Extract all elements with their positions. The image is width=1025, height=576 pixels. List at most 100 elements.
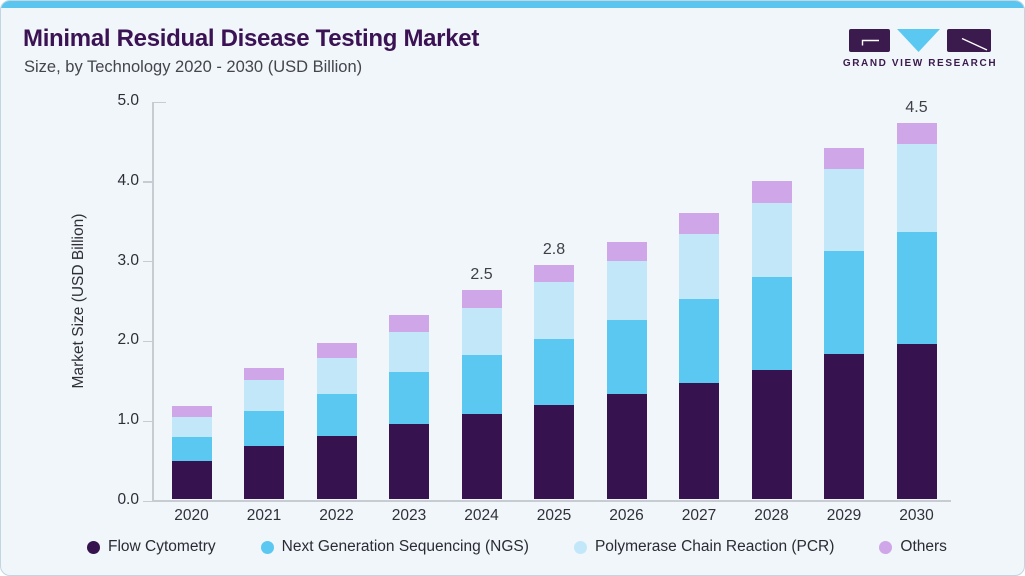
bar-2030-flow-cytometry (896, 343, 937, 499)
y-tick-0.0 (143, 500, 152, 502)
y-tick-label-3.0: 3.0 (117, 251, 139, 269)
bar-2028-polymerase-chain-reaction-pcr (751, 203, 792, 277)
bar-2025-polymerase-chain-reaction-pcr (534, 281, 574, 339)
x-tick-label-2025: 2025 (536, 507, 572, 524)
gvr-logo: GRAND VIEW RESEARCH (840, 29, 1000, 69)
logo-v-icon (897, 29, 940, 52)
bar-2029-flow-cytometry (824, 353, 864, 499)
x-tick-label-2026: 2026 (609, 507, 644, 524)
x-tick-label-2027: 2027 (681, 507, 717, 524)
y-tick-1.0 (143, 420, 152, 422)
page-title: Minimal Residual Disease Testing Market (23, 25, 480, 52)
legend-item-polymerase-chain-reaction-pcr: Polymerase Chain Reaction (PCR) (573, 538, 835, 556)
legend-label-next-generation-sequencing-ngs: Next Generation Sequencing (NGS) (281, 538, 529, 555)
x-tick-label-2029: 2029 (826, 507, 862, 524)
bar-2029-polymerase-chain-reaction-pcr (824, 169, 864, 251)
bar-2027-polymerase-chain-reaction-pcr (679, 233, 719, 300)
y-tick-label-0.0: 0.0 (117, 491, 139, 508)
bar-2030-others (896, 123, 937, 145)
bar-2020 (171, 405, 212, 500)
top-accent-bar (1, 1, 1024, 8)
bar-2022-flow-cytometry (316, 436, 357, 499)
bar-2026-others (606, 241, 647, 261)
y-axis-line (152, 102, 154, 501)
bar-2027 (679, 212, 719, 500)
y-tick-5.0 (153, 101, 166, 103)
x-tick-label-2024: 2024 (464, 507, 499, 524)
bar-2025 (534, 265, 574, 500)
page-subtitle: Size, by Technology 2020 - 2030 (USD Bil… (24, 58, 363, 76)
x-tick-label-2022: 2022 (319, 507, 354, 524)
total-label-2025: 2.8 (542, 241, 566, 259)
bar-2022-next-generation-sequencing-ngs (316, 393, 357, 437)
bar-2030-next-generation-sequencing-ngs (896, 231, 937, 344)
bar-2028 (751, 180, 792, 499)
bar-2028-next-generation-sequencing-ngs (751, 276, 792, 370)
x-tick-label-2020: 2020 (174, 507, 209, 524)
y-tick-label-4.0: 4.0 (117, 171, 139, 189)
bar-2022 (316, 342, 357, 499)
legend-dot-polymerase-chain-reaction-pcr (573, 540, 587, 554)
bar-2028-flow-cytometry (751, 369, 792, 499)
bar-2024-flow-cytometry (461, 413, 502, 499)
bar-2026-flow-cytometry (606, 393, 647, 499)
logo-r-icon (947, 29, 991, 52)
y-tick-label-2.0: 2.0 (117, 331, 139, 349)
legend-label-polymerase-chain-reaction-pcr: Polymerase Chain Reaction (PCR) (594, 538, 835, 555)
bar-2027-next-generation-sequencing-ngs (679, 299, 719, 383)
bar-2027-flow-cytometry (679, 382, 719, 500)
bar-2029-next-generation-sequencing-ngs (824, 251, 864, 354)
y-tick-2.0 (143, 340, 152, 343)
bar-2029 (824, 148, 864, 499)
y-tick-3.0 (143, 261, 152, 263)
legend-item-flow-cytometry: Flow Cytometry (87, 538, 216, 556)
bar-2021-next-generation-sequencing-ngs (244, 410, 284, 447)
y-axis-title: Market Size (USD Billion) (70, 213, 87, 389)
total-label-2030: 4.5 (905, 99, 928, 117)
bar-2021-flow-cytometry (244, 446, 284, 499)
bar-2030-polymerase-chain-reaction-pcr (896, 144, 937, 232)
bar-2020-next-generation-sequencing-ngs (171, 437, 212, 462)
bar-2025-flow-cytometry (534, 404, 574, 500)
bar-2023-others (389, 315, 429, 332)
bar-2023-flow-cytometry (389, 423, 429, 500)
legend-label-others: Others (900, 538, 947, 555)
x-tick-label-2030: 2030 (899, 507, 934, 524)
bar-2025-others (534, 265, 574, 282)
y-tick-4.0 (143, 181, 152, 183)
logo-g-icon (849, 29, 890, 52)
legend-dot-next-generation-sequencing-ngs (260, 540, 274, 554)
legend-label-flow-cytometry: Flow Cytometry (108, 538, 216, 555)
bar-2021-others (244, 367, 284, 381)
bar-2021 (244, 367, 284, 499)
bar-2023-polymerase-chain-reaction-pcr (389, 332, 429, 373)
bar-2028-others (751, 180, 792, 204)
bar-2026 (606, 241, 647, 499)
bar-2022-others (316, 342, 357, 358)
bar-2025-next-generation-sequencing-ngs (534, 338, 574, 405)
gvr-logo-shapes (840, 29, 1000, 52)
bar-2021-polymerase-chain-reaction-pcr (244, 380, 284, 411)
bar-2024 (461, 290, 502, 499)
legend-item-others: Others (879, 538, 947, 556)
bar-2024-next-generation-sequencing-ngs (461, 355, 502, 414)
bar-2020-polymerase-chain-reaction-pcr (171, 417, 212, 438)
bar-2024-polymerase-chain-reaction-pcr (461, 307, 502, 356)
y-tick-label-5.0: 5.0 (117, 92, 139, 109)
bar-2024-others (461, 290, 502, 308)
bar-2020-others (171, 405, 212, 418)
bar-2020-flow-cytometry (171, 461, 212, 499)
legend-item-next-generation-sequencing-ngs: Next Generation Sequencing (NGS) (260, 538, 529, 556)
total-label-2024: 2.5 (470, 266, 493, 284)
legend-dot-flow-cytometry (87, 540, 100, 554)
legend: Flow Cytometry Next Generation Sequencing… (87, 538, 947, 556)
bar-2029-others (824, 148, 864, 170)
bar-2027-others (679, 212, 719, 234)
bar-2026-next-generation-sequencing-ngs (606, 320, 647, 394)
x-tick-label-2023: 2023 (391, 507, 427, 524)
bar-2023 (389, 315, 429, 500)
gvr-logo-text: GRAND VIEW RESEARCH (842, 58, 998, 69)
bar-2030 (896, 123, 937, 499)
